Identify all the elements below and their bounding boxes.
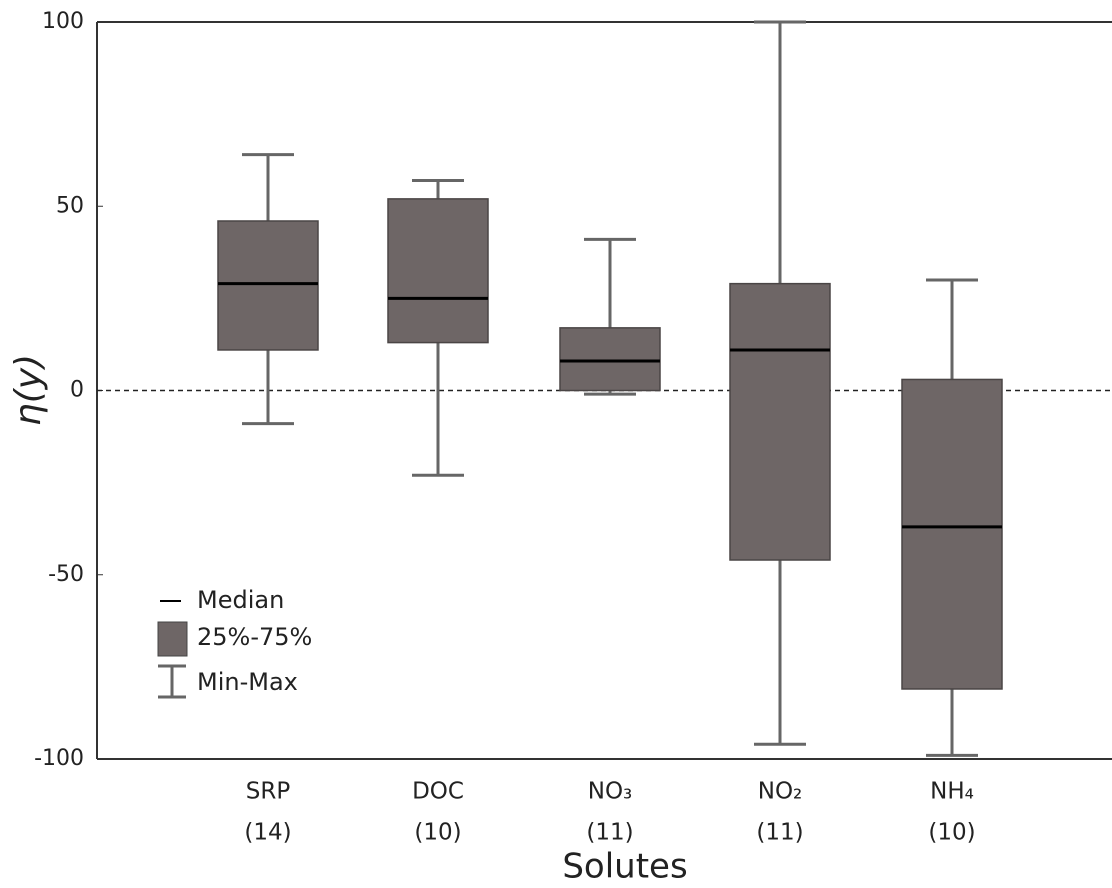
x-tick-label: NO₂ — [758, 779, 803, 805]
count-label: (11) — [586, 820, 633, 846]
y-tick-label: 0 — [70, 378, 84, 403]
x-axis-label: Solutes — [562, 847, 687, 887]
legend-label: 25%-75% — [197, 623, 312, 651]
x-tick-label: NO₃ — [588, 779, 633, 805]
y-tick-label: 100 — [42, 9, 84, 34]
x-tick-label: SRP — [246, 779, 291, 805]
count-label: (10) — [928, 820, 975, 846]
count-label: (10) — [414, 820, 461, 846]
legend-label: Median — [197, 586, 284, 614]
y-tick-label: -100 — [34, 746, 84, 771]
y-axis-label: η(y) — [8, 354, 49, 426]
box — [901, 378, 1003, 690]
x-tick-label: NH₄ — [930, 779, 974, 805]
y-tick-label: -50 — [48, 562, 84, 587]
count-label: (11) — [756, 820, 803, 846]
y-tick-label: 50 — [56, 193, 84, 218]
count-label: (14) — [244, 820, 291, 846]
legend-box-icon — [157, 621, 188, 657]
box — [559, 327, 661, 392]
box — [729, 282, 831, 561]
box — [217, 220, 319, 351]
x-tick-label: DOC — [412, 779, 464, 805]
legend-label: Min-Max — [197, 668, 298, 696]
box — [387, 198, 489, 344]
